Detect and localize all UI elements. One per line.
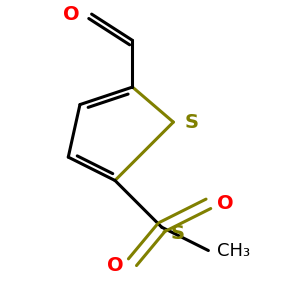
Text: S: S <box>170 224 184 242</box>
Text: O: O <box>63 4 80 24</box>
Text: S: S <box>185 112 199 132</box>
Text: O: O <box>107 256 124 274</box>
Text: O: O <box>217 194 234 213</box>
Text: CH₃: CH₃ <box>217 242 250 260</box>
